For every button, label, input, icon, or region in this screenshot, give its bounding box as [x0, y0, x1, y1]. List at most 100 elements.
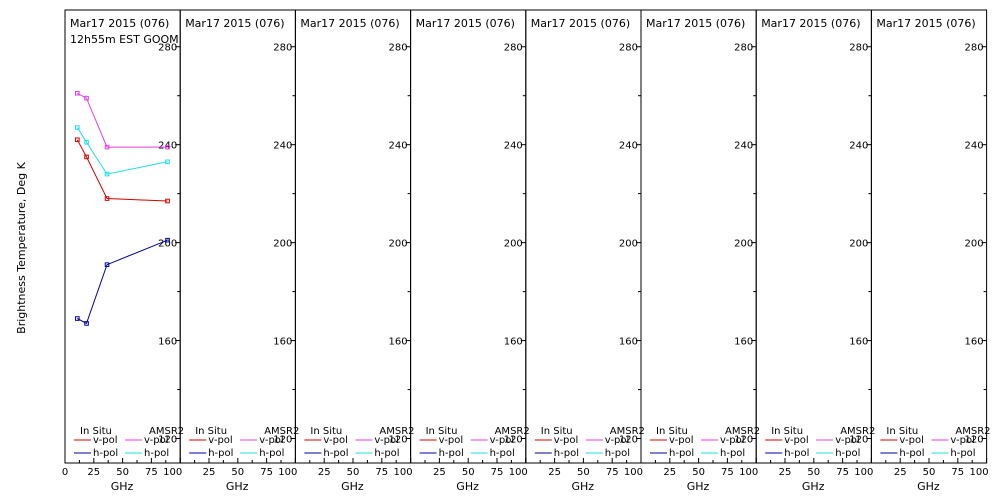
x-tick-label: 75 [951, 467, 964, 478]
x-tick-label: 25 [87, 467, 100, 478]
panel-3: Mar17 2015 (076) 120 160 200 240 280 25 50 75 100… [294, 9, 415, 493]
y-tick-label: 160 [389, 337, 408, 348]
legend-amsr2-hpol-label: h-pol [374, 448, 399, 459]
data-point [104, 171, 110, 177]
y-tick-label: 280 [734, 43, 753, 54]
y-tick-label: 120 [965, 435, 984, 446]
legend-insitu-hpol-label: h-pol [323, 448, 348, 459]
legend-insitu-hpol-label: h-pol [208, 448, 233, 459]
legend-insitu-hpol-label: h-pol [669, 448, 694, 459]
x-tick-label: 75 [260, 467, 273, 478]
panel-title: Mar17 2015 (076) [646, 17, 745, 30]
y-tick-label: 200 [619, 239, 638, 250]
legend-amsr2-title: AMSR2 [379, 426, 414, 437]
x-tick-label: 100 [278, 467, 297, 478]
panel-1: Mar17 2015 (076) 12h55m EST GOOM 120 160 200… [62, 9, 184, 493]
y-tick-label: 120 [619, 435, 638, 446]
y-tick-label: 160 [273, 337, 292, 348]
legend-insitu-hpol-label: h-pol [554, 448, 579, 459]
x-tick-label: 50 [923, 467, 936, 478]
legend-insitu-vpol-label: v-pol [669, 435, 694, 446]
legend-amsr2-title: AMSR2 [840, 426, 875, 437]
x-axis-label: GHz [456, 480, 479, 493]
y-tick-label: 240 [965, 141, 984, 152]
data-point [165, 159, 170, 165]
x-tick-label: 100 [854, 467, 873, 478]
panel-subtitle: 12h55m EST GOOM [70, 33, 179, 46]
data-point [75, 137, 80, 143]
panel-frame [870, 9, 988, 464]
y-tick-label: 160 [619, 337, 638, 348]
legend-amsr2-title: AMSR2 [264, 426, 299, 437]
legend-amsr2-hpol-label: h-pol [605, 448, 630, 459]
x-tick-label: 100 [624, 467, 643, 478]
data-point [104, 196, 110, 201]
legend-insitu-vpol-label: v-pol [323, 435, 348, 446]
data-point [104, 262, 110, 267]
y-tick-label: 280 [965, 43, 984, 54]
y-tick-label: 240 [619, 141, 638, 152]
y-tick-label: 280 [619, 43, 638, 54]
legend-insitu-hpol-label: h-pol [439, 448, 464, 459]
legend-insitu-title: In Situ [426, 426, 458, 437]
panel-frame [525, 9, 642, 464]
y-tick-label: 240 [849, 141, 868, 152]
legend-insitu-vpol-label: v-pol [554, 435, 579, 446]
x-tick-label: 75 [375, 467, 388, 478]
panel-frame [294, 9, 412, 464]
legend-amsr2-vpol-label: v-pol [490, 435, 515, 446]
legend-amsr2-vpol-label: v-pol [144, 435, 169, 446]
legend-amsr2-title: AMSR2 [610, 426, 645, 437]
y-tick-label: 200 [734, 239, 753, 250]
y-tick-label: 160 [965, 337, 984, 348]
x-tick-label: 25 [318, 467, 331, 478]
x-tick-label: 50 [807, 467, 820, 478]
x-tick-label: 25 [779, 467, 792, 478]
legend-amsr2-vpol-label: v-pol [950, 435, 975, 446]
data-point [75, 90, 80, 96]
y-tick-label: 280 [158, 43, 177, 54]
x-tick-label: 50 [116, 467, 129, 478]
legend-insitu-title: In Situ [541, 426, 573, 437]
panel-title: Mar17 2015 (076) [531, 17, 630, 30]
legend-insitu-vpol-label: v-pol [784, 435, 809, 446]
legend-insitu-hpol-label: h-pol [93, 448, 118, 459]
y-tick-label: 200 [389, 239, 408, 250]
x-tick-label: 75 [836, 467, 849, 478]
legend-amsr2-hpol-label: h-pol [720, 448, 745, 459]
x-axis-label: GHz [111, 480, 134, 493]
legend-amsr2-title: AMSR2 [495, 426, 530, 437]
panel-title: Mar17 2015 (076) [761, 17, 860, 30]
legend-insitu-title: In Situ [195, 426, 227, 437]
legend-amsr2-vpol-label: v-pol [605, 435, 630, 446]
x-tick-label: 25 [433, 467, 446, 478]
x-tick-label: 100 [509, 467, 528, 478]
panel-title: Mar17 2015 (076) [300, 17, 399, 30]
panel-title: Mar17 2015 (076) [416, 17, 515, 30]
y-tick-label: 200 [273, 239, 292, 250]
data-point [84, 321, 89, 326]
y-tick-label: 120 [504, 435, 523, 446]
y-tick-label: 280 [389, 43, 408, 54]
x-tick-label: 100 [970, 467, 989, 478]
x-axis-label: GHz [341, 480, 364, 493]
legend-insitu-title: In Situ [80, 426, 112, 437]
legend-amsr2-hpol-label: h-pol [490, 448, 515, 459]
data-point [165, 144, 170, 150]
panel-frame [64, 9, 181, 464]
panel-8: Mar17 2015 (076) 120 160 200 240 280 25 50 75 100… [870, 9, 991, 493]
x-tick-label: 75 [606, 467, 619, 478]
series-line [76, 127, 168, 175]
legend-amsr2-hpol-label: h-pol [835, 448, 860, 459]
data-point [75, 316, 80, 321]
y-tick-label: 160 [734, 337, 753, 348]
legend-insitu-vpol-label: v-pol [93, 435, 118, 446]
legend-insitu-hpol-label: h-pol [899, 448, 924, 459]
x-tick-label: 50 [347, 467, 360, 478]
legend-insitu-vpol-label: v-pol [899, 435, 924, 446]
data-point [84, 154, 89, 160]
y-tick-label: 120 [849, 435, 868, 446]
x-tick-label: 50 [577, 467, 590, 478]
panel-title: Mar17 2015 (076) [70, 17, 169, 30]
y-tick-label: 200 [158, 239, 177, 250]
